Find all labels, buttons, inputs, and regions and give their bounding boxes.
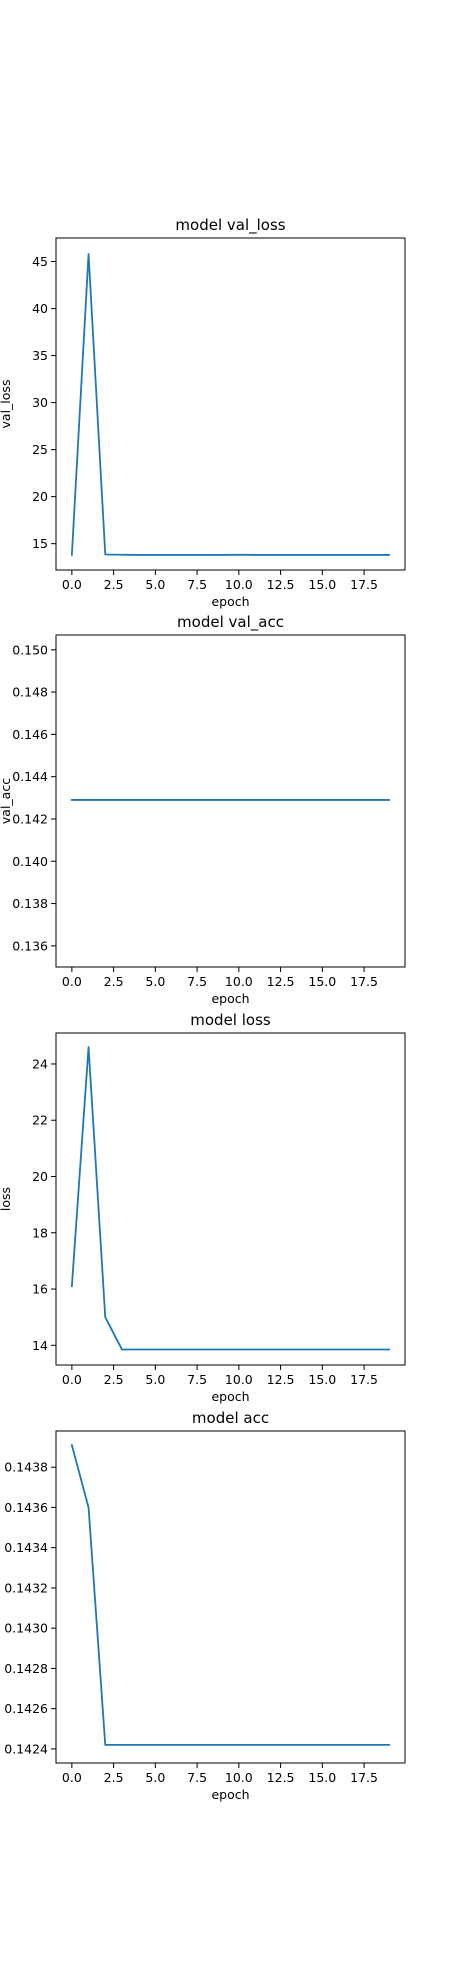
y-tick-label: 0.1436 [4, 1500, 48, 1515]
y-tick-label: 20 [32, 489, 48, 504]
y-tick-label: 0.1426 [4, 1701, 48, 1716]
x-axis-label: epoch [211, 594, 249, 609]
chart-title: model val_loss [175, 216, 285, 235]
x-tick-label: 7.5 [187, 974, 207, 989]
x-tick-label: 17.5 [350, 1770, 378, 1785]
y-tick-label: 40 [32, 301, 48, 316]
y-tick-label: 0.1430 [4, 1621, 48, 1636]
axes-frame [55, 634, 406, 968]
axes-frame [55, 1430, 406, 1764]
y-tick-label: 0.1428 [4, 1661, 48, 1676]
x-tick-label: 10.0 [225, 1372, 253, 1387]
x-tick-label: 10.0 [225, 1770, 253, 1785]
y-tick-label: 25 [32, 442, 48, 457]
series-line [70, 253, 391, 556]
subplot-1: model val_acc 0.0 2.5 5.0 7.5 10.0 12.5 15.0 17.… [0, 613, 406, 1006]
series-line [70, 1046, 391, 1351]
y-tick-label: 0.1432 [4, 1580, 48, 1595]
x-tick-label: 10.0 [225, 974, 253, 989]
y-tick-label: 0.136 [12, 938, 48, 953]
y-tick-label: 0.148 [12, 685, 48, 700]
y-tick-label: 16 [32, 1282, 48, 1297]
y-tick-label: 20 [32, 1169, 48, 1184]
y-tick-label: 0.1424 [4, 1741, 48, 1756]
y-tick-label: 0.1438 [4, 1460, 48, 1475]
y-axis-label: val_loss [0, 380, 13, 429]
x-tick-label: 15.0 [308, 974, 336, 989]
x-tick-label: 2.5 [104, 1372, 124, 1387]
x-tick-label: 7.5 [187, 1770, 207, 1785]
x-tick-label: 15.0 [308, 1372, 336, 1387]
y-tick-label: 0.144 [12, 769, 48, 784]
y-tick-label: 0.140 [12, 854, 48, 869]
y-tick-label: 30 [32, 395, 48, 410]
x-tick-label: 12.5 [267, 577, 295, 592]
y-tick-label: 14 [32, 1338, 48, 1353]
y-tick-label: 35 [32, 348, 48, 363]
x-tick-label: 17.5 [350, 577, 378, 592]
y-tick-label: 0.146 [12, 727, 48, 742]
x-tick-label: 0.0 [62, 1372, 82, 1387]
axes-frame [55, 1032, 406, 1366]
subplot-2: model loss 0.0 2.5 5.0 7.5 10.0 12.5 15.0 17.5 14… [0, 1011, 406, 1404]
chart-title: model val_acc [177, 613, 284, 632]
y-tick-label: 45 [32, 254, 48, 269]
x-axis-label: epoch [211, 991, 249, 1006]
x-tick-label: 12.5 [267, 1372, 295, 1387]
x-tick-label: 2.5 [104, 1770, 124, 1785]
x-axis-label: epoch [211, 1389, 249, 1404]
y-axis-label: loss [0, 1187, 13, 1211]
x-tick-label: 15.0 [308, 577, 336, 592]
x-tick-label: 2.5 [104, 974, 124, 989]
x-tick-label: 5.0 [145, 1770, 165, 1785]
chart-title: model loss [190, 1011, 271, 1029]
series-line [70, 1443, 391, 1746]
x-tick-label: 0.0 [62, 1770, 82, 1785]
y-tick-label: 24 [32, 1056, 48, 1071]
x-tick-label: 15.0 [308, 1770, 336, 1785]
subplots: model val_loss 0.0 2.5 5.0 7.5 10.0 12.5 15.0 17… [0, 216, 406, 1802]
x-tick-label: 7.5 [187, 577, 207, 592]
y-tick-label: 0.142 [12, 811, 48, 826]
x-tick-label: 12.5 [267, 974, 295, 989]
y-tick-label: 22 [32, 1113, 48, 1128]
subplot-3: model acc 0.0 2.5 5.0 7.5 10.0 12.5 15.0 17.5 0.1… [4, 1409, 406, 1802]
y-tick-label: 0.1434 [4, 1540, 48, 1555]
y-tick-label: 0.138 [12, 896, 48, 911]
x-tick-label: 7.5 [187, 1372, 207, 1387]
x-tick-label: 5.0 [145, 577, 165, 592]
x-tick-label: 0.0 [62, 577, 82, 592]
x-tick-label: 17.5 [350, 1372, 378, 1387]
x-tick-label: 2.5 [104, 577, 124, 592]
y-axis-label: val_acc [0, 778, 13, 824]
y-tick-label: 0.150 [12, 642, 48, 657]
y-tick-label: 18 [32, 1225, 48, 1240]
y-tick-label: 15 [32, 536, 48, 551]
x-tick-label: 10.0 [225, 577, 253, 592]
chart-title: model acc [192, 1409, 269, 1427]
x-axis-label: epoch [211, 1787, 249, 1802]
x-tick-label: 17.5 [350, 974, 378, 989]
x-tick-label: 12.5 [267, 1770, 295, 1785]
x-tick-label: 0.0 [62, 974, 82, 989]
subplot-0: model val_loss 0.0 2.5 5.0 7.5 10.0 12.5 15.0 17… [0, 216, 406, 609]
x-tick-label: 5.0 [145, 1372, 165, 1387]
x-tick-label: 5.0 [145, 974, 165, 989]
axes-frame [55, 237, 406, 571]
